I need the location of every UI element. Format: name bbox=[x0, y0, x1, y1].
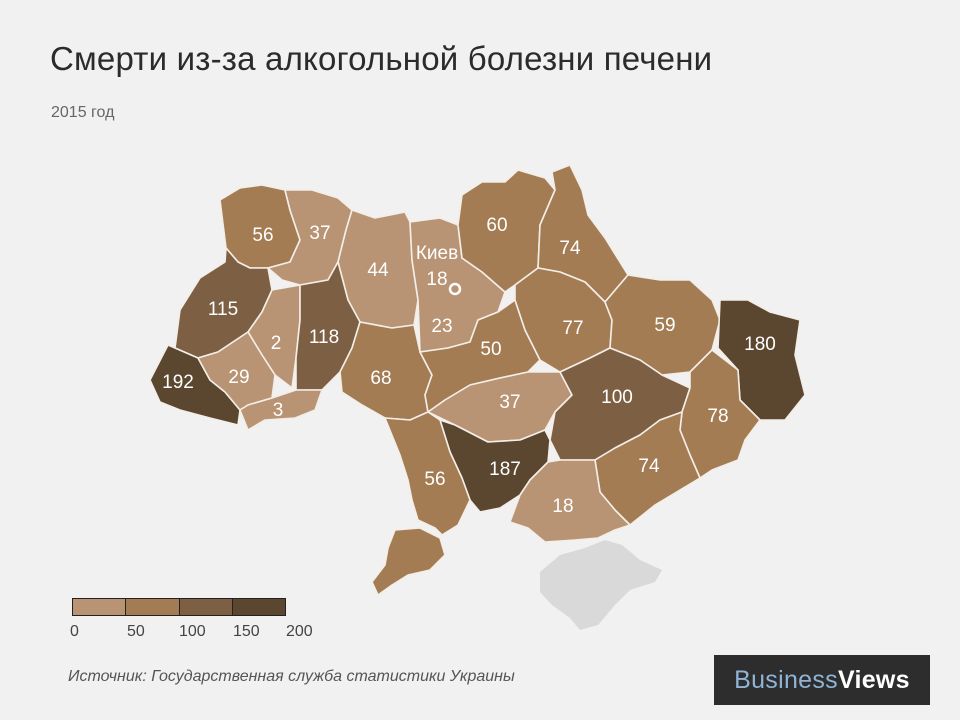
region-value-kirovohrad: 37 bbox=[499, 392, 520, 413]
region-value-zaporizhzhia: 74 bbox=[638, 456, 660, 477]
region-value-chernivtsi: 3 bbox=[273, 400, 284, 421]
region-value-ternopil: 2 bbox=[271, 333, 282, 354]
legend-swatch-2 bbox=[126, 599, 180, 615]
legend-tick-200: 200 bbox=[286, 623, 313, 640]
region-odesa bbox=[371, 411, 471, 596]
region-value-volyn: 56 bbox=[252, 225, 273, 246]
region-value-kharkiv: 59 bbox=[654, 315, 675, 336]
page-title: Смерти из-за алкогольной болезни печени bbox=[50, 40, 713, 77]
kyiv-capital-marker bbox=[448, 282, 462, 296]
region-value-khmelnytskyi: 118 bbox=[309, 327, 339, 348]
legend-swatch-1 bbox=[73, 599, 127, 615]
legend-tick-150: 150 bbox=[233, 623, 260, 640]
page-subtitle: 2015 год bbox=[51, 104, 115, 121]
region-cherkasy bbox=[419, 299, 541, 413]
region-value-vinnytsia: 68 bbox=[370, 368, 391, 389]
region-crimea bbox=[540, 540, 662, 630]
region-chernivtsi bbox=[239, 389, 323, 431]
legend-tick-100: 100 bbox=[179, 623, 206, 640]
source-note: Источник: Государственная служба статист… bbox=[68, 668, 515, 685]
region-kherson bbox=[509, 459, 631, 543]
region-value-rivne: 37 bbox=[309, 223, 330, 244]
color-legend-bar bbox=[72, 598, 286, 616]
region-value-mykolaiv: 187 bbox=[489, 459, 521, 480]
region-value-zakarpattia: 192 bbox=[162, 372, 194, 393]
region-value-chernihiv: 60 bbox=[486, 215, 507, 236]
businessviews-logo: Business Views bbox=[714, 655, 930, 705]
region-value-sumy: 74 bbox=[559, 238, 581, 259]
region-value-donetsk: 78 bbox=[707, 406, 728, 427]
logo-part-business: Business bbox=[734, 665, 838, 694]
legend-swatch-3 bbox=[179, 599, 233, 615]
region-value-lviv: 115 bbox=[208, 299, 238, 320]
region-value-zhytomyr: 44 bbox=[367, 260, 389, 281]
region-value-poltava: 77 bbox=[562, 318, 583, 339]
region-value-odesa: 56 bbox=[424, 469, 445, 490]
capital-label: Киев bbox=[416, 243, 458, 264]
region-value-luhansk: 180 bbox=[744, 334, 776, 355]
region-value-dnipropetrovsk: 100 bbox=[601, 387, 633, 408]
region-value-cherkasy: 50 bbox=[480, 339, 501, 360]
logo-part-views: Views bbox=[837, 665, 910, 694]
legend-swatch-4 bbox=[232, 599, 285, 615]
region-value-kherson: 18 bbox=[552, 496, 573, 517]
region-value-kyiv-city: 18 bbox=[426, 269, 447, 290]
legend-tick-50: 50 bbox=[127, 623, 145, 640]
legend-tick-0: 0 bbox=[70, 623, 79, 640]
region-value-kyiv-oblast: 23 bbox=[431, 316, 452, 337]
region-value-ivano-frankivsk: 29 bbox=[228, 367, 249, 388]
